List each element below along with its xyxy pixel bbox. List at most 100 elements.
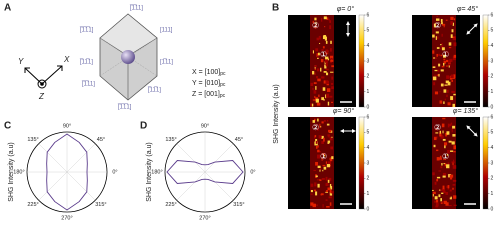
site-marker: ② [312,21,319,30]
image-speckle [452,179,457,182]
image-speckle [453,151,456,153]
image-speckle [445,132,447,137]
image-speckle [441,188,445,191]
image-speckle [440,44,442,46]
polar-spoke [204,143,234,173]
image-speckle [316,37,320,41]
image-speckle [452,187,454,190]
image-speckle [442,185,445,190]
image-speckle [443,162,446,165]
image-speckle [327,187,331,191]
image-speckle [433,137,437,141]
image-speckle [323,99,325,101]
image-speckle [326,205,330,208]
colorbar-tick-label: 1 [367,191,370,197]
image-speckle [329,95,333,98]
image-speckle [331,146,334,150]
image-speckle [329,202,332,206]
angle-label: 0° [112,169,117,175]
site-marker: ② [434,123,441,132]
image-speckle [432,50,435,54]
site-marker: ② [434,21,441,30]
image-speckle [452,184,456,186]
figure: A B C D [̅1̅11] [̅1̅1̅1] [111] [̅11̅1] [… [4,3,494,222]
image-speckle [450,16,454,20]
image-speckle [328,196,332,199]
image-speckle [447,123,450,128]
image-speckle [448,47,452,49]
image-speckle [314,17,317,21]
colorbar [358,116,365,210]
image-speckle [322,35,327,40]
image-speckle [445,80,449,84]
image-speckle [447,81,451,86]
colorbar-tick-label: 3 [491,160,494,166]
image-speckle [443,200,447,204]
image-speckle [448,204,452,207]
image-speckle [320,67,322,72]
image-speckle [331,156,334,160]
image-speckle [434,69,438,72]
image-speckle [329,136,333,141]
image-speckle [320,59,324,63]
image-speckle [313,136,316,139]
image-speckle [313,82,317,84]
image-speckle [451,29,454,33]
colorbar-tick-label: 3 [367,160,370,166]
image-speckle [452,36,457,41]
colorbar-tick-label: 2 [491,176,494,182]
image-speckle [451,128,453,133]
image-speckle [447,185,450,189]
angle-label: 45° [235,137,243,143]
image-speckle [325,190,328,193]
image-speckle [328,130,331,133]
image-speckle [325,95,330,98]
y-axis-label: SHG Intensity (a.u) [8,142,15,202]
image-speckle [310,202,314,206]
image-speckle [317,149,320,153]
image-speckle [324,59,329,63]
colorbar-tick-label: 6 [491,114,494,120]
image-speckle [452,162,454,166]
site-marker: ① [320,152,327,161]
image-speckle [312,50,314,54]
image-speckle [441,43,444,45]
image-speckle [316,68,320,72]
image-speckle [328,18,330,21]
image-speckle [312,87,314,91]
image-speckle [453,195,457,199]
colorbar-tick-label: 2 [491,74,494,80]
image-speckle [440,48,442,50]
angle-label: 90° [63,123,71,129]
colorbar-tick-label: 4 [491,43,494,49]
image-speckle [453,204,457,207]
image-speckle [331,76,334,80]
colorbar-tick-label: 4 [367,145,370,151]
image-speckle [314,72,316,75]
image-speckle [318,35,321,40]
image-speckle [441,163,443,166]
image-speckle [439,189,441,191]
image-speckle [315,86,317,90]
equation-sub: pc [220,82,226,88]
image-speckle [434,91,439,95]
image-speckle [325,94,327,99]
image-speckle [329,189,332,193]
colorbar-tick-label: 4 [367,43,370,49]
y-axis-label: SHG Intensity (a.u) [146,142,153,202]
image-speckle [432,66,436,68]
image-speckle [436,53,438,57]
image-speckle [445,51,449,53]
image-speckle [448,140,452,143]
image-speckle [437,69,440,73]
image-speckle [432,34,435,38]
image-speckle [316,124,319,126]
image-speckle [321,157,323,161]
image-speckle [444,163,447,167]
image-speckle [320,135,324,139]
image-speckle [330,57,333,61]
angle-label: 225° [27,202,38,208]
image-speckle [329,48,332,52]
image-speckle [444,84,448,86]
image-speckle [313,169,317,171]
